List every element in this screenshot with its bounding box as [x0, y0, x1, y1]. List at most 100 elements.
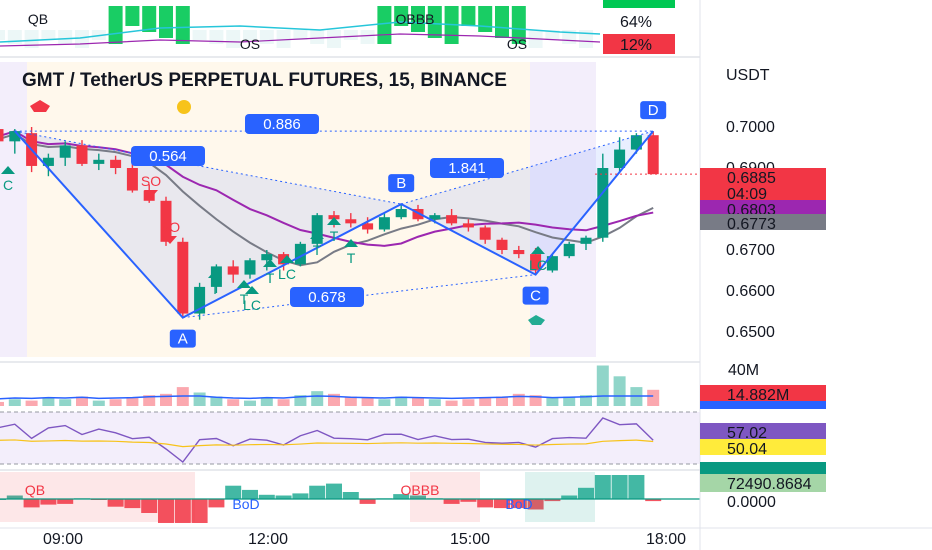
candle-body	[446, 215, 458, 224]
signal-marker: T	[263, 259, 277, 286]
volume-bar	[311, 391, 324, 406]
candle-body	[647, 135, 659, 175]
pattern-point-badge	[169, 329, 196, 348]
signal-marker: LC	[243, 286, 261, 313]
candle-body	[530, 254, 542, 271]
bottom-histogram-bar	[443, 499, 460, 504]
volume-bar	[210, 396, 223, 406]
bottom-histogram-bar	[275, 495, 292, 499]
bottom-histogram-bar	[611, 475, 628, 499]
bottom-histogram-bar	[141, 499, 158, 513]
bottom-badge-value: 72490.8684	[700, 474, 826, 493]
volume-badge-bg	[700, 385, 826, 401]
candle-body	[177, 241, 189, 314]
bottom-zero-label: 0.0000	[727, 494, 776, 511]
signal-label: T	[313, 242, 322, 258]
ratio-badge	[430, 158, 504, 178]
signal-label: T	[347, 250, 356, 266]
volume-bar	[462, 399, 475, 406]
top-histogram-bar	[192, 30, 207, 40]
top-histogram-bar	[24, 30, 39, 48]
signal-up-arrow	[344, 239, 358, 247]
volume-ma-badge-bg	[700, 401, 826, 409]
top-histogram-bar	[142, 6, 157, 32]
pentagon-marker	[30, 100, 50, 112]
signal-down-arrow	[163, 236, 177, 244]
signal-up-arrow	[280, 255, 294, 263]
volume-bar	[496, 396, 508, 406]
volume-bar	[92, 400, 105, 406]
candle	[76, 140, 88, 166]
ratio-value: 0.678	[308, 289, 346, 306]
top-histogram-bar	[579, 30, 593, 48]
signal-up-arrow	[531, 246, 545, 254]
signal-label: C	[3, 177, 13, 193]
bottom-histogram-bar	[326, 483, 342, 499]
osc-badge-1-text: 57.02	[727, 425, 767, 442]
signal-marker: T	[237, 280, 251, 307]
candle	[194, 282, 206, 320]
signal-marker: C	[1, 166, 15, 193]
bottom-histogram-bar	[594, 475, 611, 499]
bottom-bullish-zone	[525, 472, 595, 522]
signal-label: T	[330, 228, 339, 244]
signal-marker: T	[344, 239, 358, 266]
pentagon-marker	[528, 315, 545, 325]
volume-bar	[59, 399, 72, 406]
volume-badge: 14.882M	[700, 385, 826, 404]
signal-marker: LC	[278, 255, 296, 282]
signal-label: T	[211, 281, 220, 297]
sun-marker	[177, 100, 191, 114]
oscillator-panel	[0, 411, 700, 465]
volume-bar	[596, 365, 609, 406]
volume-bar	[109, 399, 122, 406]
bottom-histogram-bar	[6, 495, 23, 499]
bottom-histogram-bar	[158, 499, 174, 523]
candle-body	[294, 243, 306, 265]
candle-body	[597, 168, 609, 238]
pattern-ratio-line	[14, 130, 402, 205]
volume-bar	[42, 397, 55, 406]
bottom-histogram-bar	[174, 499, 191, 523]
candle	[177, 237, 189, 318]
pattern-point-label: D	[648, 102, 659, 119]
top-histogram-bar	[427, 6, 442, 38]
top-histogram-bar	[209, 30, 224, 44]
volume-bar	[395, 396, 408, 406]
pattern-point-badge	[640, 101, 667, 120]
top-histogram-bar	[411, 6, 425, 32]
signal-marker: T	[310, 231, 324, 258]
bottom-histogram-bar	[527, 499, 544, 510]
signal-label: T	[240, 291, 249, 307]
signal-label: T	[266, 270, 275, 286]
gray-moving-average	[0, 133, 654, 267]
bottom-badge-top-bg	[700, 462, 826, 474]
candle-body	[395, 209, 407, 218]
volume-bar	[227, 399, 240, 406]
top-histogram-bar	[226, 30, 241, 48]
volume-bar	[126, 397, 139, 406]
pattern-point-b: B	[388, 174, 415, 193]
candle-body	[194, 286, 206, 314]
top-indicator-line	[0, 33, 601, 47]
price-axis-unit: USDT	[726, 67, 770, 84]
signal-label: LC	[529, 257, 547, 273]
candle	[563, 241, 575, 259]
signal-up-arrow	[237, 280, 251, 288]
ratio-value: 0.564	[149, 148, 187, 165]
bottom-histogram-bar	[544, 499, 561, 502]
signal-marker: T	[208, 270, 222, 297]
bottom-histogram-bar	[494, 499, 510, 509]
candle	[345, 213, 357, 228]
volume-bar	[445, 400, 458, 406]
bottom-histogram-bar	[477, 499, 494, 508]
bottom-histogram-bar	[124, 499, 141, 509]
top-indicator-panel: QB OBBB OS OS 64% 12%	[0, 0, 700, 58]
oscillator-line	[0, 417, 654, 463]
signal-up-arrow	[1, 166, 15, 174]
volume-bar	[277, 399, 290, 406]
price-badges: 0.688504:090.68030.677314.882M57.0250.04…	[700, 168, 826, 493]
